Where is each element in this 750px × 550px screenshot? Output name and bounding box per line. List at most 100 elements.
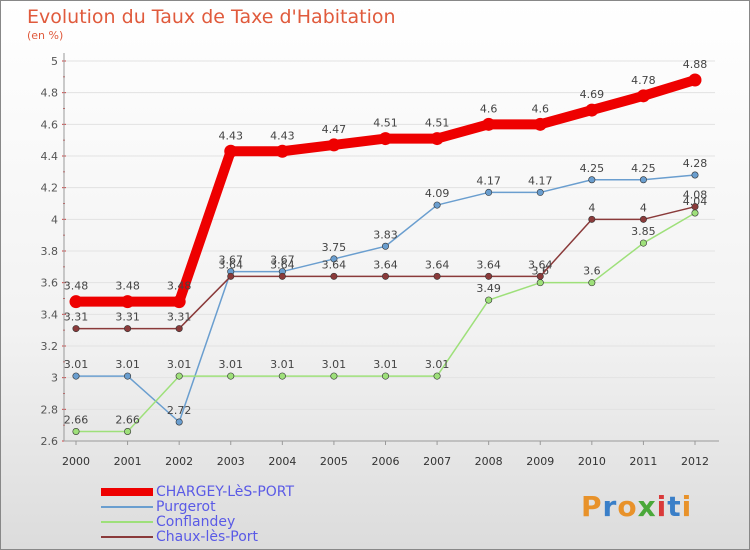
y-tick-label: 2.8 — [41, 403, 59, 416]
data-label: 2.66 — [115, 414, 140, 427]
proxiti-logo: Proxiti — [581, 490, 692, 523]
data-label: 2.72 — [167, 404, 192, 417]
data-point — [124, 325, 132, 333]
data-label: 4.6 — [480, 102, 498, 115]
data-label: 3.01 — [270, 358, 295, 371]
x-tick-label: 2001 — [114, 455, 142, 468]
data-point — [691, 203, 699, 211]
data-label: 3.75 — [322, 241, 347, 254]
data-point — [588, 176, 596, 184]
data-point — [381, 372, 389, 380]
x-tick-label: 2003 — [217, 455, 245, 468]
data-point — [482, 117, 496, 131]
logo-letter: o — [617, 490, 638, 523]
data-point — [69, 295, 83, 309]
data-point — [639, 239, 647, 247]
data-label: 4.17 — [476, 174, 501, 187]
chart-unit: (en %) — [27, 29, 64, 42]
legend-label: CHARGEY-LèS-PORT — [156, 484, 295, 500]
data-point — [433, 201, 441, 209]
data-point — [278, 272, 286, 280]
data-label: 3.49 — [476, 282, 501, 295]
data-point — [175, 325, 183, 333]
x-tick-label: 2004 — [268, 455, 296, 468]
x-tick-label: 2008 — [475, 455, 503, 468]
data-label: 3.6 — [583, 265, 601, 278]
data-point — [691, 171, 699, 179]
data-point — [172, 295, 186, 309]
data-label: 4.28 — [683, 157, 708, 170]
x-tick-label: 2010 — [578, 455, 606, 468]
data-point — [533, 117, 547, 131]
legend-label: Chaux-lès-Port — [156, 529, 259, 545]
data-label: 4.6 — [532, 102, 550, 115]
data-point — [330, 372, 338, 380]
data-label: 3.01 — [115, 358, 140, 371]
data-point — [536, 272, 544, 280]
data-point — [691, 209, 699, 217]
data-label: 3.85 — [631, 225, 656, 238]
legend-swatch — [101, 506, 153, 508]
data-point — [379, 132, 392, 146]
legend-label: Conflandey — [156, 514, 236, 530]
data-label: 3.01 — [167, 358, 192, 371]
x-tick-label: 2000 — [62, 455, 90, 468]
y-tick-label: 3.4 — [41, 308, 59, 321]
data-point — [433, 272, 441, 280]
data-label: 4.51 — [425, 117, 450, 130]
chart-title: Evolution du Taux de Taxe d'Habitation — [27, 6, 396, 28]
data-point — [72, 325, 80, 333]
data-label: 3.01 — [64, 358, 89, 371]
data-point — [639, 215, 647, 223]
data-point — [278, 372, 286, 380]
data-label: 3.67 — [270, 254, 295, 267]
x-tick-label: 2011 — [629, 455, 657, 468]
data-label: 3.31 — [64, 311, 89, 324]
data-label: 4.08 — [683, 189, 708, 202]
legend-swatch — [101, 488, 153, 496]
y-tick-label: 5 — [51, 55, 58, 68]
data-label: 3.48 — [115, 280, 140, 293]
data-label: 4.43 — [219, 129, 244, 142]
data-label: 3.64 — [476, 258, 501, 271]
y-tick-label: 3.6 — [41, 277, 59, 290]
data-label: 4.17 — [528, 174, 553, 187]
data-label: 3.64 — [270, 258, 295, 271]
data-point — [588, 279, 596, 287]
data-point — [124, 372, 132, 380]
y-tick-label: 2.6 — [41, 435, 59, 448]
x-tick-label: 2007 — [423, 455, 451, 468]
data-label: 3.01 — [425, 358, 450, 371]
data-point — [433, 372, 441, 380]
data-point — [636, 89, 650, 103]
data-point — [381, 272, 389, 280]
y-tick-label: 4.6 — [41, 118, 59, 131]
data-label: 4.78 — [631, 74, 656, 87]
data-label: 3.83 — [373, 228, 398, 241]
data-label: 4.04 — [683, 195, 708, 208]
x-tick-label: 2012 — [681, 455, 709, 468]
logo-letter: r — [602, 490, 618, 523]
y-tick-label: 4.2 — [41, 182, 59, 195]
legend-swatch — [101, 536, 153, 538]
data-point — [175, 372, 183, 380]
data-point — [224, 144, 238, 158]
data-label: 4.25 — [580, 162, 605, 175]
data-label: 4 — [588, 201, 595, 214]
data-point — [330, 255, 338, 263]
data-label: 4.09 — [425, 187, 450, 200]
data-point — [588, 215, 596, 223]
data-point — [121, 295, 135, 309]
data-label: 4.51 — [373, 117, 398, 130]
x-tick-label: 2005 — [320, 455, 348, 468]
data-label: 4 — [640, 201, 647, 214]
y-tick-label: 3.8 — [41, 245, 59, 258]
x-tick-label: 2009 — [526, 455, 554, 468]
y-tick-label: 4.8 — [41, 87, 59, 100]
data-label: 4.69 — [580, 88, 605, 101]
data-point — [124, 427, 132, 435]
data-label: 4.47 — [322, 123, 347, 136]
x-tick-label: 2002 — [165, 455, 193, 468]
data-label: 3.01 — [322, 358, 347, 371]
